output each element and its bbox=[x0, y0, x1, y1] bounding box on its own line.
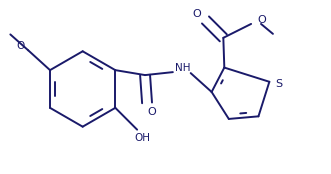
Text: S: S bbox=[276, 79, 283, 89]
Text: O: O bbox=[257, 15, 266, 25]
Text: O: O bbox=[148, 107, 156, 117]
Text: O: O bbox=[192, 9, 201, 19]
Text: OH: OH bbox=[134, 133, 150, 143]
Text: NH: NH bbox=[175, 63, 191, 73]
Text: O: O bbox=[16, 41, 24, 51]
